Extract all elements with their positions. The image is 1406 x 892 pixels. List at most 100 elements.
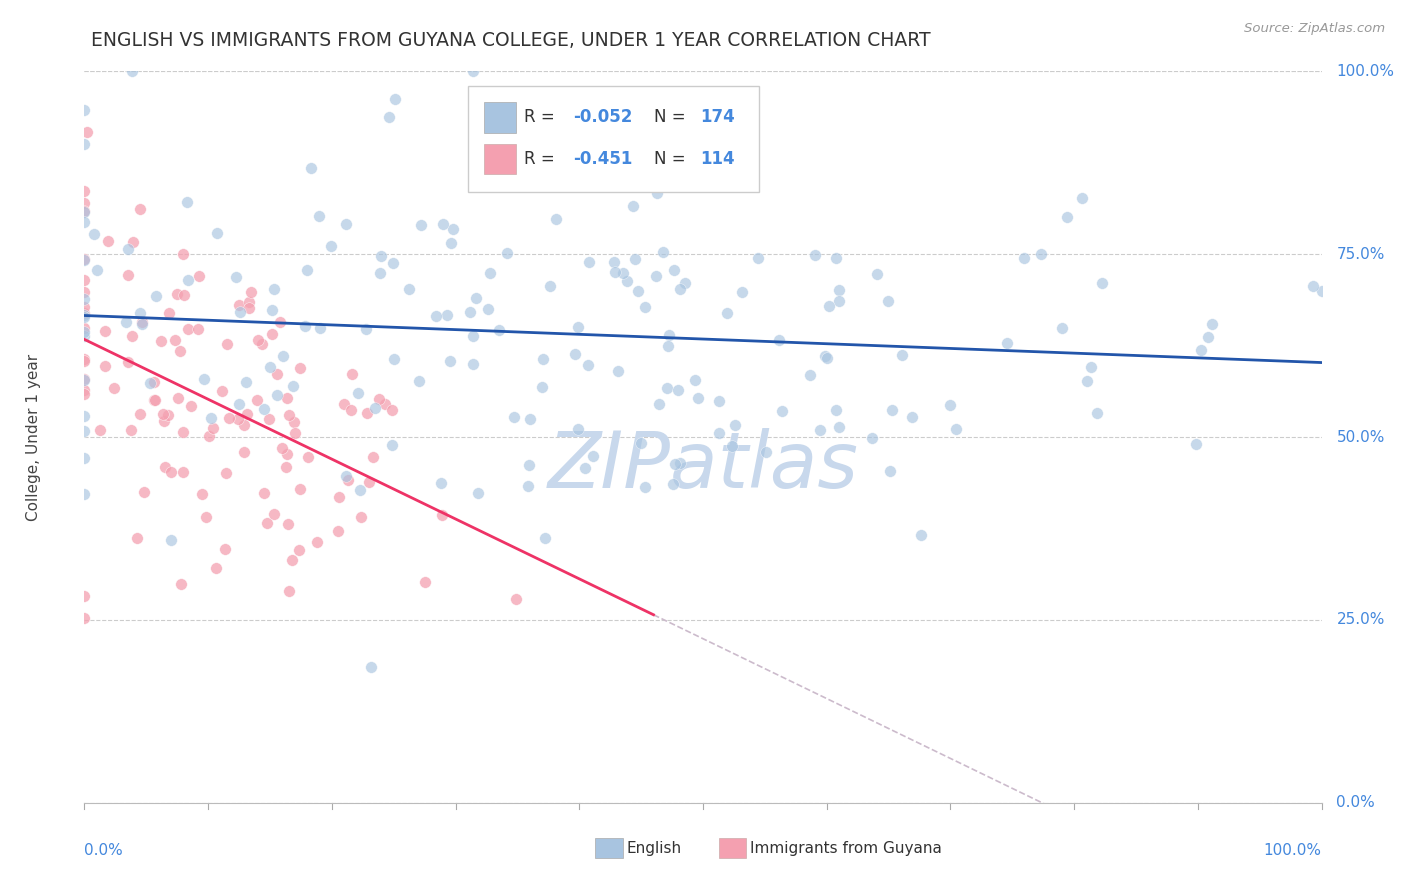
Point [624,252,647,266]
Point [239,285,262,299]
Point [288,542,311,557]
Point [582,449,605,463]
Point [176,194,198,209]
Text: 0.0%: 0.0% [84,843,124,858]
Text: 75.0%: 75.0% [1337,247,1385,261]
Point [463,329,485,343]
Point [73,451,96,466]
Point [284,426,307,441]
Point [226,412,249,426]
Point [121,235,143,249]
Point [627,284,650,298]
Point [443,222,465,236]
Point [652,245,675,260]
Point [73,136,96,151]
Point [1310,285,1333,299]
Point [215,466,238,480]
Point [73,310,96,325]
Point [73,611,96,625]
Point [666,383,689,397]
Point [266,388,288,402]
Point [263,507,285,521]
Point [299,161,322,175]
Point [73,293,96,307]
Point [879,464,901,478]
Point [328,490,350,504]
Point [177,273,200,287]
Point [172,465,194,479]
Point [354,322,377,336]
Point [1197,330,1219,344]
Point [297,450,319,465]
Point [97,234,120,248]
Point [1052,321,1074,335]
Point [143,392,166,407]
Point [333,397,356,411]
Point [259,359,281,374]
Point [169,344,191,359]
Point [73,300,96,314]
Point [153,414,176,428]
Point [616,274,638,288]
Point [319,239,342,253]
Point [707,394,730,409]
Point [280,553,302,567]
Point [160,533,183,547]
Point [721,439,744,453]
Point [633,300,655,314]
Point [939,398,962,412]
Point [335,469,357,483]
Point [73,103,96,117]
Point [945,422,967,436]
Point [238,301,260,316]
Point [374,397,396,411]
Point [488,323,510,337]
Point [425,309,447,323]
Point [477,301,499,316]
Point [576,358,599,372]
Point [335,218,357,232]
Text: 25.0%: 25.0% [1337,613,1385,627]
Point [1201,317,1223,331]
Point [995,336,1018,351]
Point [531,352,554,367]
Text: ZIPatlas: ZIPatlas [547,428,859,504]
Point [1071,191,1094,205]
Point [73,353,96,368]
Point [538,278,561,293]
Point [187,322,209,336]
Point [214,542,236,557]
Point [288,361,311,376]
Point [305,535,328,549]
Point [260,303,283,318]
Point [217,337,239,351]
Point [94,324,117,338]
Point [575,115,598,129]
Point [647,119,669,133]
Point [211,384,233,398]
Point [621,199,644,213]
Point [357,475,380,489]
Point [607,364,630,378]
Point [115,315,138,329]
Point [467,485,489,500]
Point [661,477,683,491]
Point [349,483,371,498]
Point [308,209,330,223]
Point [336,474,359,488]
Point [439,354,461,368]
Point [271,441,294,455]
Point [225,270,247,285]
Point [578,255,600,269]
Text: -0.451: -0.451 [574,150,633,168]
Point [657,339,679,353]
FancyBboxPatch shape [718,838,747,858]
Point [125,531,148,545]
Point [103,381,125,395]
Point [169,577,191,591]
Point [253,401,276,416]
Point [910,528,932,542]
Point [73,196,96,211]
Point [121,329,143,343]
Point [73,325,96,339]
